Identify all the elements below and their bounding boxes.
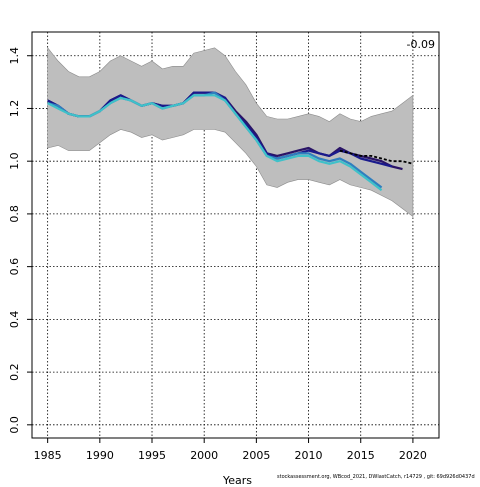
y-tick-label: 1.4 — [8, 47, 21, 65]
x-tick-label: 2020 — [399, 449, 427, 462]
footer-text: stockassessment.org, WBcod_2021, DWlastC… — [277, 474, 475, 480]
y-tick-label: 0.2 — [8, 363, 21, 381]
y-tick-label: 1.2 — [8, 100, 21, 118]
uncertainty-band — [47, 46, 414, 218]
confidence-band — [47, 46, 414, 218]
x-tick-label: 1995 — [138, 449, 166, 462]
x-tick-label: 2015 — [347, 449, 375, 462]
x-tick-label: 2010 — [295, 449, 323, 462]
x-tick-label: 2000 — [190, 449, 218, 462]
y-tick-label: 1.0 — [8, 152, 21, 170]
y-tick-label: 0.4 — [8, 311, 21, 329]
dashed-series — [339, 149, 414, 165]
plot-frame — [31, 31, 440, 439]
y-tick-label: 0.0 — [8, 416, 21, 434]
axes: 1985 1990 1995 2000 2005 2010 2015 2020 0.0 0.2 0.… — [8, 47, 427, 462]
series-lines — [47, 91, 403, 192]
dashed-line — [339, 149, 414, 165]
series-line-4 — [47, 94, 383, 192]
x-tick-label: 2005 — [242, 449, 270, 462]
y-tick-label: 0.6 — [8, 258, 21, 276]
y-tick-label: 0.8 — [8, 205, 21, 223]
x-axis-title: Years — [223, 474, 253, 487]
annotation-text: -0.09 — [407, 38, 435, 51]
x-tick-label: 1990 — [86, 449, 114, 462]
x-tick-label: 1985 — [34, 449, 62, 462]
